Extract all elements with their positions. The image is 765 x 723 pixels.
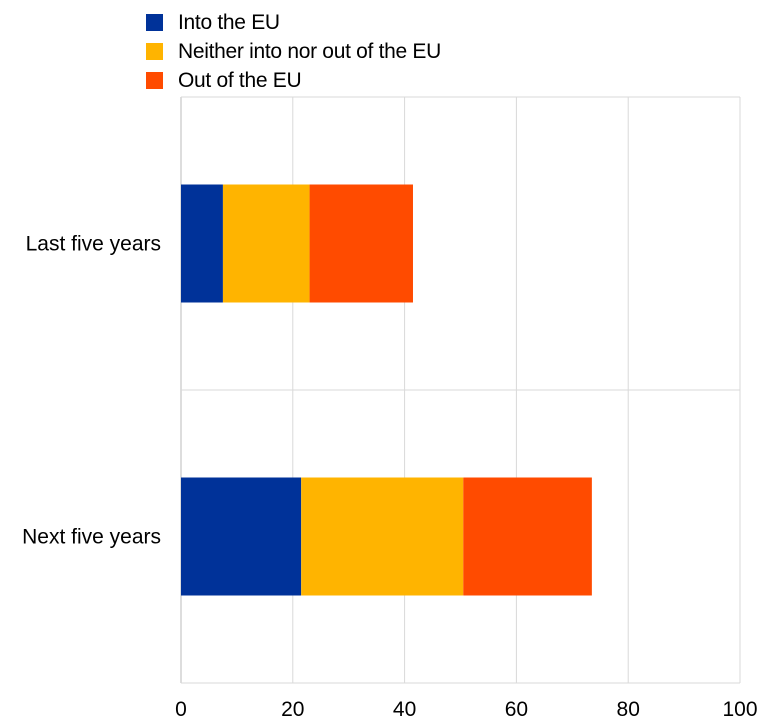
legend-swatch — [146, 72, 163, 89]
legend-swatch — [146, 14, 163, 31]
x-tick-label: 80 — [617, 698, 640, 721]
legend-label: Out of the EU — [178, 68, 302, 92]
x-tick-label: 60 — [505, 698, 528, 721]
bars — [181, 184, 592, 596]
x-axis-tick-labels: 0 20 40 60 80 100 — [175, 698, 757, 721]
legend-label: Into the EU — [178, 10, 280, 34]
bar-segment — [222, 184, 310, 303]
category-label: Next five years — [22, 526, 161, 549]
x-tick-label: 0 — [175, 698, 187, 721]
bar-segment — [181, 184, 223, 303]
legend-item: Out of the EU — [146, 66, 441, 95]
category-labels: Last five years Next five years — [22, 233, 161, 549]
legend-item: Into the EU — [146, 8, 441, 37]
x-tick-label: 20 — [281, 698, 304, 721]
legend-swatch — [146, 43, 163, 60]
bar-segment — [463, 477, 592, 596]
x-tick-label: 40 — [393, 698, 416, 721]
chart-legend: Into the EU Neither into nor out of the E… — [146, 8, 441, 95]
legend-item: Neither into nor out of the EU — [146, 37, 441, 66]
bar-segment — [181, 477, 302, 596]
category-label: Last five years — [26, 233, 161, 256]
bar-segment — [301, 477, 464, 596]
bar-segment — [309, 184, 413, 303]
legend-label: Neither into nor out of the EU — [178, 39, 441, 63]
x-tick-label: 100 — [722, 698, 757, 721]
